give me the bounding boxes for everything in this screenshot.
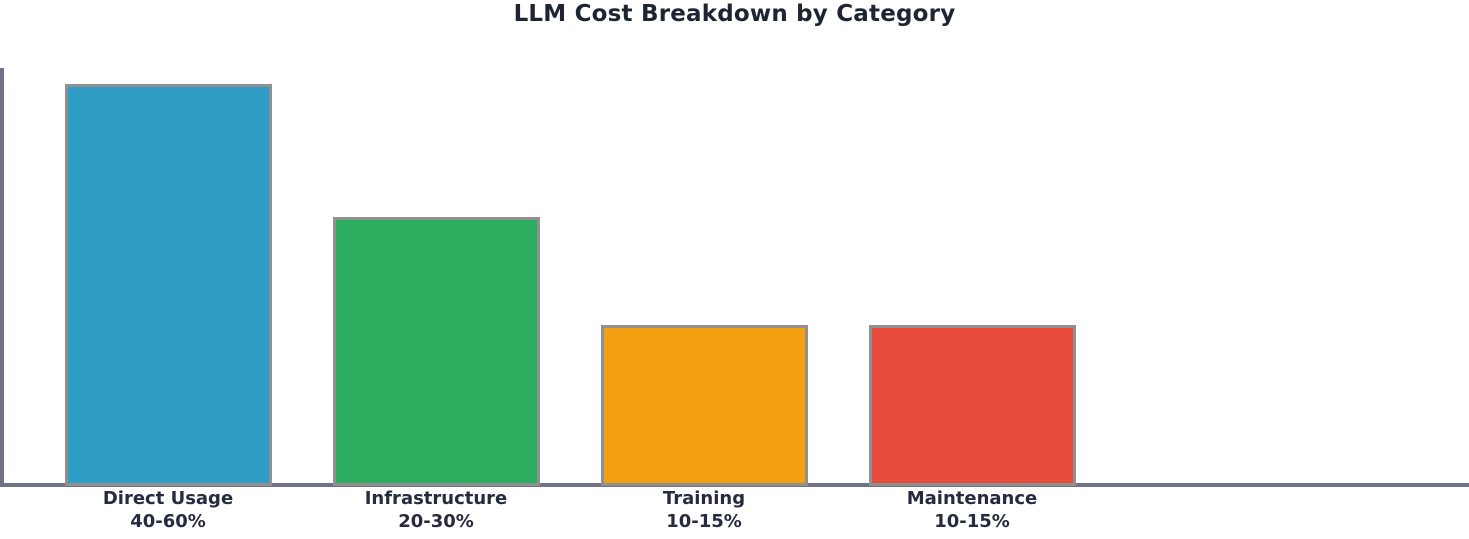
bar-direct-usage (65, 84, 272, 486)
bar-label-maintenance: Maintenance 10-15% (838, 487, 1106, 533)
bar-percentage-label: 10-15% (666, 511, 742, 532)
bar-category-label: Direct Usage (102, 488, 234, 509)
bar-percentage-label: 40-60% (130, 511, 206, 532)
bar-label-training: Training 10-15% (570, 487, 838, 533)
bar-percentage-label: 20-30% (398, 511, 474, 532)
bar-category-label: Maintenance (906, 488, 1038, 509)
bar-percentage-label: 10-15% (934, 511, 1010, 532)
bar-category-label: Infrastructure (364, 488, 508, 509)
bar-infrastructure (333, 217, 540, 486)
y-axis-line (0, 68, 4, 487)
bar-maintenance (869, 325, 1076, 486)
bar-category-label: Training (662, 488, 746, 509)
chart-title: LLM Cost Breakdown by Category (513, 1, 956, 27)
bar-training (601, 325, 808, 486)
bar-label-infrastructure: Infrastructure 20-30% (302, 487, 570, 533)
bar-label-direct-usage: Direct Usage 40-60% (34, 487, 302, 533)
